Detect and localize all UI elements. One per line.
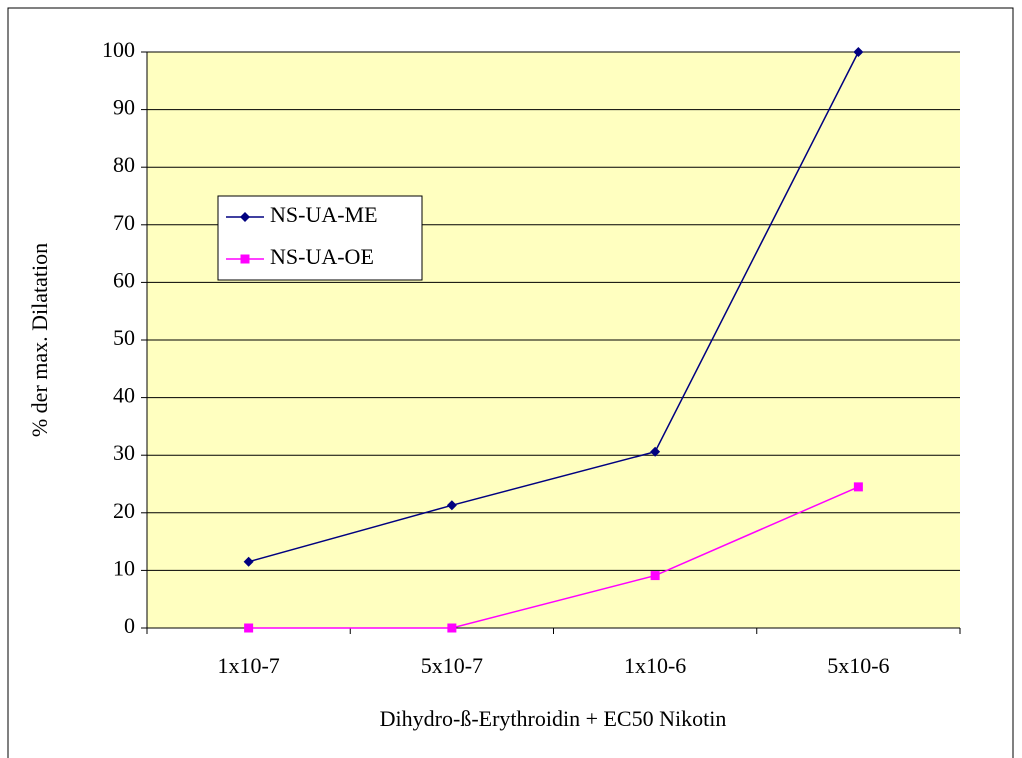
y-tick-label: 0	[124, 613, 135, 638]
x-tick-label: 5x10-7	[421, 653, 483, 678]
marker	[446, 500, 457, 511]
y-tick-label: 10	[113, 555, 135, 580]
marker	[447, 623, 457, 633]
y-tick-label: 80	[113, 152, 135, 177]
series-line	[248, 486, 859, 629]
x-tick-label: 1x10-6	[624, 653, 686, 678]
marker	[244, 623, 254, 633]
marker	[650, 446, 661, 457]
marker	[650, 571, 660, 581]
marker	[243, 556, 254, 567]
x-tick-label: 1x10-7	[217, 653, 279, 678]
legend-label: NS-UA-ME	[270, 202, 378, 227]
x-tick-label: 5x10-6	[827, 653, 889, 678]
y-tick-label: 50	[113, 325, 135, 350]
y-tick-label: 20	[113, 498, 135, 523]
y-tick-label: 40	[113, 383, 135, 408]
legend-label: NS-UA-OE	[270, 244, 374, 269]
marker	[853, 47, 864, 57]
x-axis-label: Dihydro-ß-Erythroidin + EC50 Nikotin	[380, 706, 727, 731]
legend-marker	[240, 212, 250, 222]
y-tick-label: 90	[113, 95, 135, 120]
y-tick-label: 60	[113, 267, 135, 292]
y-tick-label: 30	[113, 440, 135, 465]
chart-frame	[7, 7, 1014, 758]
legend-box	[217, 195, 423, 281]
y-axis-label: % der max. Dilatation	[27, 243, 52, 437]
legend-marker	[240, 254, 250, 264]
y-tick-label: 70	[113, 210, 135, 235]
series-line	[248, 51, 860, 563]
marker	[853, 482, 863, 492]
y-tick-label: 100	[102, 37, 135, 62]
